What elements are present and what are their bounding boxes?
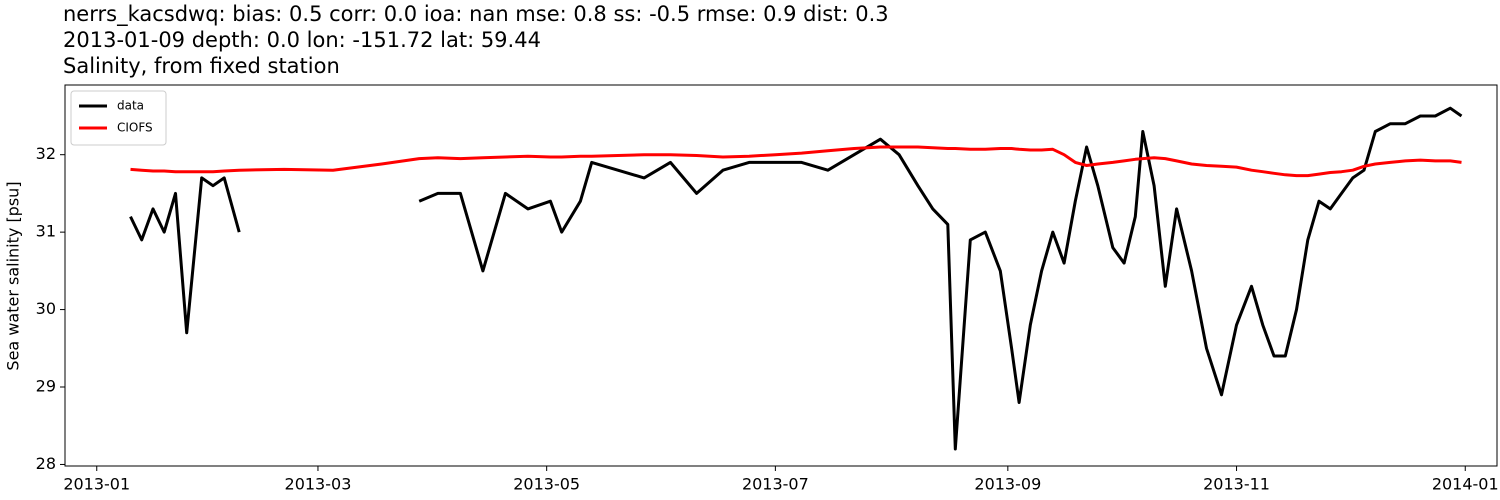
x-tick-label: 2014-01 [1432, 475, 1499, 494]
x-tick-label: 2013-11 [1203, 475, 1270, 494]
plot-frame [64, 84, 1498, 467]
line-series [129, 106, 1463, 451]
x-tick-label: 2013-09 [974, 475, 1041, 494]
y-axis-label: Sea water salinity [psu] [4, 181, 23, 370]
chart-title: nerrs_kacsdwq: bias: 0.5 corr: 0.0 ioa: … [63, 2, 889, 27]
chart-subtitle: 2013-01-09 depth: 0.0 lon: -151.72 lat: … [63, 28, 541, 52]
y-tick-label: 28 [36, 454, 56, 473]
y-tick-label: 31 [36, 222, 56, 241]
chart-caption: Salinity, from fixed station [63, 54, 340, 78]
x-tick-label: 2013-07 [742, 475, 809, 494]
y-tick-label: 32 [36, 144, 56, 163]
legend-label: CIOFS [117, 121, 153, 135]
line-series [130, 145, 1462, 178]
x-tick-label: 2013-05 [513, 475, 580, 494]
y-tick-label: 30 [36, 299, 56, 318]
x-tick-label: 2013-01 [63, 475, 130, 494]
legend-label: data [117, 99, 144, 113]
y-tick-label: 29 [36, 377, 56, 396]
x-tick-label: 2013-03 [285, 475, 352, 494]
